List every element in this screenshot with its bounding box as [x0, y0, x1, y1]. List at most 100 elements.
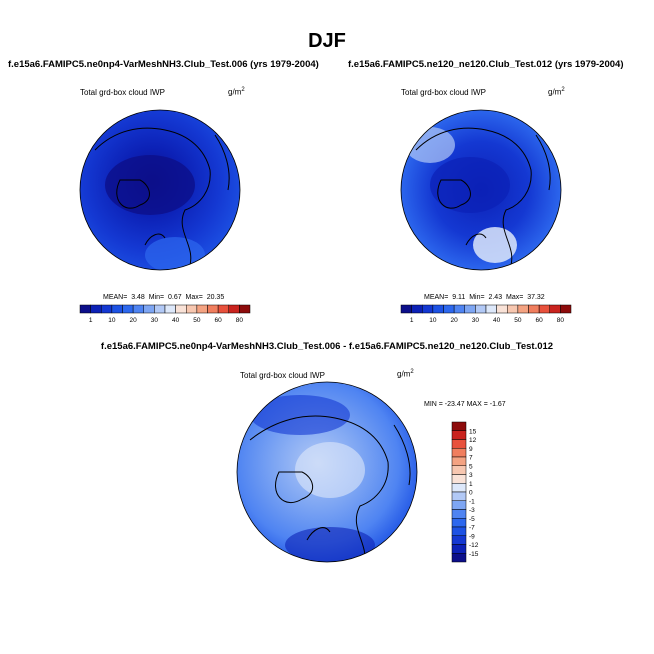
- panel-3-colorbar-tick-label: 0: [469, 490, 473, 497]
- panel-1-colorbar: 1 10 20 30 40 50 60 80: [79, 304, 251, 324]
- panel-1-colorbar-tick-label: 30: [151, 317, 159, 324]
- panel-3-field-low-a: [250, 395, 350, 435]
- panel-3-colorbar-box: [451, 448, 467, 458]
- panel-1-coastline: [94, 127, 230, 266]
- panel-3-units: g/m2: [397, 369, 414, 379]
- panel-1-colorbar-tick-label: 10: [108, 317, 116, 324]
- panel-1-colorbar-tick-label: 60: [215, 317, 223, 324]
- panel-2-colorbar-box: [485, 304, 497, 314]
- panel-2-colorbar-box: [432, 304, 444, 314]
- panel-1-colorbar-tick-label: 50: [193, 317, 201, 324]
- panel-2-units: g/m2: [548, 87, 565, 97]
- panel-3-colorbar-box: [451, 526, 467, 536]
- panel-1-colorbar-box: [196, 304, 208, 314]
- panel-1-units: g/m2: [228, 87, 245, 97]
- panel-2-colorbar-box: [411, 304, 423, 314]
- panel-1-colorbar-box: [132, 304, 144, 314]
- panel-2-colorbar-box: [517, 304, 529, 314]
- panel-2-colorbar-box: [475, 304, 487, 314]
- panel-2-colorbar-tick-label: 80: [557, 317, 565, 324]
- panel-1-units-base: g/m: [228, 87, 242, 97]
- panel-1-colorbar-box: [217, 304, 229, 314]
- panel-1-colorbar-box: [122, 304, 134, 314]
- panel-3-colorbar-tick-label: 9: [469, 446, 473, 453]
- panel-2-map-border: [400, 109, 562, 271]
- panel-2-colorbar-tick-label: 30: [472, 317, 480, 324]
- panel-3-map-border: [236, 381, 418, 563]
- panel-3-colorbar-tick-label: -7: [469, 525, 475, 532]
- panel-2-min-label: Min=: [469, 294, 485, 301]
- panel-1-colorbar-box: [186, 304, 198, 314]
- panel-1-colorbar-box: [239, 304, 251, 314]
- panel-2-colorbar: 1 10 20 30 40 50 60 80: [400, 304, 572, 324]
- panel-1-mean-value: 3.48: [131, 294, 145, 301]
- panel-1-colorbar-box: [175, 304, 187, 314]
- panel-3-colorbar-box: [451, 518, 467, 528]
- panel-3-colorbar-box: [451, 544, 467, 554]
- panel-3-units-exp: 2: [410, 369, 414, 375]
- panel-2-max-label: Max=: [505, 294, 524, 301]
- panel-2-mean-label: MEAN=: [424, 294, 449, 301]
- panel-3-colorbar-tick-label: -1: [469, 498, 475, 505]
- panel-1-colorbar-box: [90, 304, 102, 314]
- panel-1-max-label: Max=: [185, 294, 203, 301]
- panel-1-colorbar-box: [111, 304, 123, 314]
- panel-1-field-high: [145, 237, 205, 270]
- panel-1-colorbar-tick-label: 80: [236, 317, 244, 324]
- panel-1-variable-label: Total grd-box cloud IWP: [80, 88, 165, 97]
- panel-3-title: f.e15a6.FAMIPC5.ne0np4-VarMeshNH3.Club_T…: [100, 341, 554, 352]
- panel-1-colorbar-tick-label: 1: [89, 317, 93, 324]
- panel-1-colorbar-box: [101, 304, 113, 314]
- panel-2-colorbar-box: [538, 304, 550, 314]
- panel-2-colorbar-tick-label: 1: [410, 317, 414, 324]
- panel-2-colorbar-tick-label: 10: [429, 317, 437, 324]
- panel-2-colorbar-box: [507, 304, 519, 314]
- panel-2-field-low: [430, 157, 510, 213]
- panel-3-colorbar-box: [451, 456, 467, 466]
- panel-3-coastline: [249, 415, 411, 562]
- panel-1-colorbar-tick-label: 40: [172, 317, 180, 324]
- panel-2-colorbar-box: [422, 304, 434, 314]
- panel-1-colorbar-box: [79, 304, 91, 314]
- panel-2-colorbar-box: [528, 304, 540, 314]
- panel-2-variable-label: Total grd-box cloud IWP: [401, 88, 486, 97]
- panel-2-colorbar-tick-label: 50: [514, 317, 522, 324]
- panel-3-colorbar-box: [451, 491, 467, 501]
- panel-3-colorbar-tick-label: -15: [469, 551, 479, 558]
- panel-1-title: f.e15a6.FAMIPC5.ne0np4-VarMeshNH3.Club_T…: [8, 59, 319, 70]
- panel-3-colorbar-tick-label: -12: [469, 542, 479, 549]
- panel-2-colorbar-tick-label: 60: [536, 317, 544, 324]
- panel-1-map: [79, 109, 241, 271]
- panel-3-colorbar-box: [451, 483, 467, 493]
- panel-3-field-low-b: [285, 527, 375, 562]
- panel-2-colorbar-box: [464, 304, 476, 314]
- panel-3-colorbar-tick-label: 15: [469, 428, 477, 435]
- panel-1-min-label: Min=: [148, 294, 165, 301]
- panel-3-units-base: g/m: [397, 369, 411, 379]
- panel-1-mean-label: MEAN=: [103, 294, 128, 301]
- panel-3-colorbar-tick-label: 1: [469, 481, 473, 488]
- panel-3-colorbar-tick-label: 3: [469, 472, 473, 479]
- panel-3-colorbar-box: [451, 430, 467, 440]
- panel-3-colorbar-tick-label: -3: [469, 507, 475, 514]
- panel-2-field-high-b: [473, 227, 517, 263]
- panel-2-title: f.e15a6.FAMIPC5.ne120_ne120.Club_Test.01…: [348, 59, 624, 70]
- panel-3-colorbar-tick-label: 5: [469, 463, 473, 470]
- panel-3-variable-label: Total grd-box cloud IWP: [240, 371, 325, 380]
- panel-1-colorbar-box: [154, 304, 166, 314]
- panel-3-colorbar-box: [451, 509, 467, 519]
- panel-3-colorbar-box: [451, 439, 467, 449]
- panel-2-mean-value: 9.11: [452, 294, 466, 301]
- panel-3-colorbar-box: [451, 421, 467, 431]
- panel-1-units-exp: 2: [241, 87, 245, 93]
- panel-2-max-value: 37.32: [527, 294, 545, 301]
- panel-1-colorbar-box: [228, 304, 240, 314]
- panel-2-colorbar-box: [443, 304, 455, 314]
- panel-3-colorbar-box: [451, 465, 467, 475]
- panel-1-colorbar-tick-label: 20: [130, 317, 138, 324]
- panel-1-field-low: [105, 155, 195, 215]
- panel-3-colorbar-box: [451, 535, 467, 545]
- panel-2-colorbar-box: [549, 304, 561, 314]
- panel-2-colorbar-box: [496, 304, 508, 314]
